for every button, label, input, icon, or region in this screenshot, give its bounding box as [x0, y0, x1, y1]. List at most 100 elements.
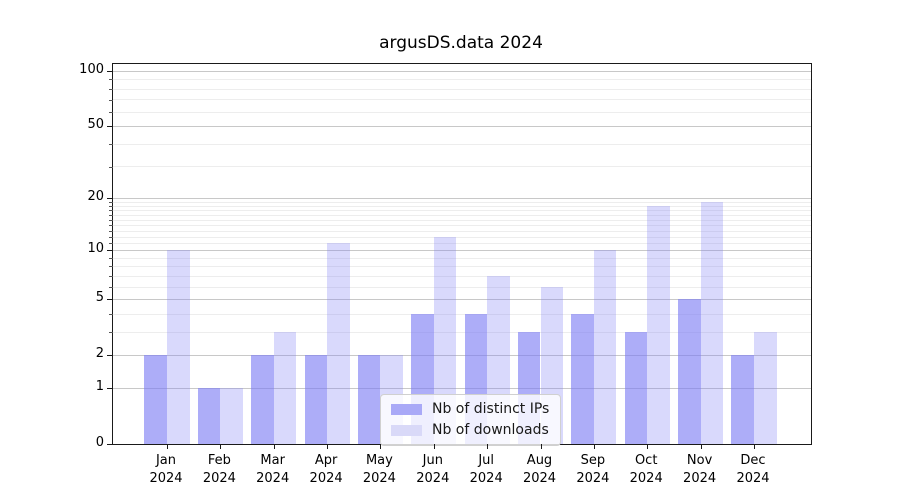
y-minor-tick-mark	[109, 257, 113, 259]
minor-gridline	[113, 266, 811, 268]
x-tick-mark	[380, 444, 382, 449]
y-minor-tick-mark	[109, 88, 113, 90]
major-gridline	[113, 250, 811, 252]
bar-distinct-ips-may	[357, 355, 381, 444]
y-minor-tick-mark	[109, 166, 113, 168]
legend: Nb of distinct IPs Nb of downloads	[380, 394, 562, 446]
bar-distinct-ips-oct	[624, 332, 648, 444]
y-tick-label: 0	[95, 435, 104, 450]
y-minor-tick-mark	[109, 143, 113, 145]
minor-gridline	[113, 313, 811, 315]
y-tick-mark	[107, 299, 113, 301]
y-tick-mark	[107, 444, 113, 445]
x-tick-label: Nov 2024	[683, 453, 717, 486]
minor-gridline	[113, 215, 811, 217]
y-minor-tick-mark	[109, 236, 113, 238]
x-tick-mark	[220, 444, 222, 449]
y-tick-mark	[107, 355, 113, 357]
minor-gridline	[113, 257, 811, 259]
y-tick-mark	[107, 250, 113, 252]
y-minor-tick-mark	[109, 225, 113, 227]
x-tick-label: May 2024	[362, 453, 396, 486]
bar-downloads-oct	[647, 206, 670, 444]
x-tick-mark	[327, 444, 329, 449]
y-minor-tick-mark	[109, 79, 113, 81]
bar-downloads-dec	[754, 332, 777, 444]
x-tick-mark	[593, 444, 595, 449]
x-tick-mark	[647, 444, 649, 449]
x-tick-label: Apr 2024	[309, 453, 343, 486]
y-tick-mark	[107, 126, 113, 128]
bar-downloads-apr	[327, 243, 350, 444]
x-tick-label: Sep 2024	[576, 453, 610, 486]
bar-downloads-mar	[273, 332, 297, 444]
minor-gridline	[113, 236, 811, 238]
minor-gridline	[113, 275, 811, 277]
minor-gridline	[113, 243, 811, 245]
minor-gridline	[113, 230, 811, 232]
minor-gridline	[113, 286, 811, 288]
bar-downloads-sep	[593, 250, 617, 444]
bar-distinct-ips-dec	[731, 355, 754, 444]
minor-gridline	[113, 201, 811, 203]
x-tick-label: Aug 2024	[522, 453, 557, 486]
legend-label-downloads: Nb of downloads	[432, 422, 549, 438]
y-minor-tick-mark	[109, 201, 113, 203]
major-gridline	[113, 126, 811, 128]
major-gridline	[113, 299, 811, 301]
bar-downloads-feb	[220, 388, 243, 444]
plot-area: Nb of distinct IPs Nb of downloads	[107, 63, 812, 449]
minor-gridline	[113, 88, 811, 90]
x-tick-mark	[700, 444, 702, 449]
minor-gridline	[113, 225, 811, 227]
y-minor-tick-mark	[109, 215, 113, 216]
bar-distinct-ips-feb	[197, 388, 221, 444]
y-tick-mark	[107, 71, 113, 72]
legend-label-ips: Nb of distinct IPs	[432, 401, 550, 417]
x-tick-label: Oct 2024	[629, 453, 663, 486]
y-minor-tick-mark	[109, 313, 113, 315]
bar-distinct-ips-mar	[251, 355, 274, 444]
bar-downloads-nov	[700, 201, 724, 444]
y-minor-tick-mark	[109, 230, 113, 232]
minor-gridline	[113, 99, 811, 101]
legend-swatch-downloads	[391, 424, 422, 436]
x-tick-mark	[433, 444, 435, 449]
legend-item-downloads: Nb of downloads	[391, 422, 549, 438]
y-minor-tick-mark	[109, 210, 113, 212]
minor-gridline	[113, 143, 811, 145]
minor-gridline	[113, 79, 811, 81]
y-minor-tick-mark	[109, 99, 113, 101]
x-tick-label: Mar 2024	[256, 453, 290, 486]
x-tick-label: Jun 2024	[416, 453, 450, 486]
legend-swatch-ips	[391, 403, 422, 415]
x-tick-mark	[754, 444, 755, 449]
bar-distinct-ips-nov	[678, 299, 701, 444]
x-tick-label: Jul 2024	[469, 453, 503, 486]
major-gridline	[113, 71, 811, 72]
y-minor-tick-mark	[109, 206, 113, 207]
chart-title: argusDS.data 2024	[379, 33, 543, 53]
y-tick-label: 1	[95, 379, 104, 394]
x-tick-label: Feb 2024	[202, 453, 236, 486]
y-tick-label: 100	[79, 62, 104, 77]
y-tick-mark	[107, 197, 113, 199]
x-tick-label: Dec 2024	[736, 453, 770, 486]
y-minor-tick-mark	[109, 243, 113, 245]
y-minor-tick-mark	[109, 266, 113, 268]
minor-gridline	[113, 210, 811, 212]
x-tick-mark	[167, 444, 168, 449]
minor-gridline	[113, 219, 811, 221]
y-tick-label: 2	[95, 346, 104, 362]
major-gridline	[113, 197, 811, 199]
bar-distinct-ips-apr	[304, 355, 328, 444]
x-tick-mark	[273, 444, 275, 449]
y-tick-label: 50	[87, 117, 104, 133]
x-tick-mark	[487, 444, 489, 449]
y-tick-label: 5	[95, 290, 104, 306]
x-tick-mark	[540, 444, 542, 449]
y-tick-label: 10	[87, 241, 104, 257]
bar-downloads-jan	[167, 250, 190, 444]
bar-downloads-jun	[433, 236, 457, 444]
